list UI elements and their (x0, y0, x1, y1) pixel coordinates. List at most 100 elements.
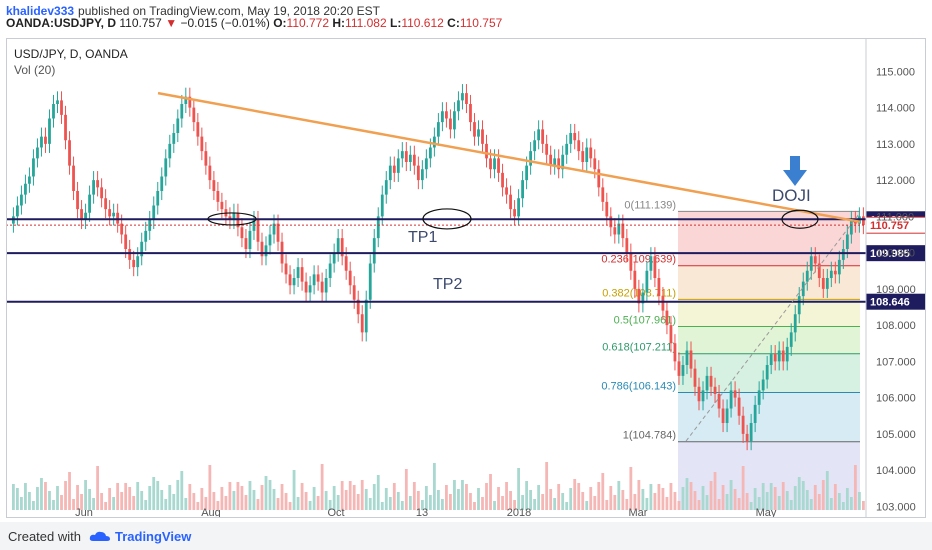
candle-body (657, 278, 661, 297)
volume-bar (517, 468, 520, 510)
candle-body (681, 365, 685, 376)
candle-body (176, 118, 180, 133)
candle-body (769, 354, 773, 365)
volume-bar (557, 484, 561, 510)
candle-body (749, 423, 753, 442)
volume-bar (192, 493, 196, 510)
candle-body (184, 96, 188, 104)
candle-body (745, 433, 749, 442)
y-tick-label: 103.000 (876, 501, 916, 513)
volume-bar (753, 488, 757, 510)
candle-body (240, 227, 244, 239)
fib-zone-0.382 (678, 299, 860, 327)
level-price-label: 108.646 (870, 297, 910, 309)
candle-body (509, 194, 512, 210)
volume-bar (553, 498, 557, 510)
y-tick-label: 112.000 (876, 175, 915, 187)
volume-bar (88, 489, 91, 510)
fib-label-0.786: 0.786(106.143) (601, 380, 676, 392)
volume-bar (713, 472, 717, 510)
candle-body (561, 154, 565, 170)
candle-body (420, 169, 424, 181)
candle-body (465, 93, 468, 104)
candle-body (485, 143, 488, 159)
candle-body (48, 118, 51, 144)
volume-bar (621, 490, 625, 510)
volume-bar (12, 484, 15, 510)
candle-body (489, 158, 492, 170)
volume-bar (625, 499, 629, 510)
candle-body (412, 154, 416, 166)
candle-body (100, 187, 104, 199)
volume-bar (717, 499, 721, 510)
y-tick-label: 105.000 (876, 429, 916, 441)
candle-body (144, 230, 148, 242)
volume-bar (44, 482, 47, 510)
volume-bar (861, 501, 865, 510)
chart-frame (6, 38, 926, 518)
candle-body (364, 299, 368, 333)
candle-body (553, 158, 557, 166)
tradingview-brand: TradingView (114, 528, 192, 544)
candle-body (461, 93, 464, 101)
volume-bar (649, 484, 653, 510)
volume-bar (829, 498, 833, 510)
candle-body (156, 191, 160, 206)
candle-body (713, 386, 717, 394)
symbol-label: OANDA:USDJPY, D (6, 16, 117, 30)
volume-bar (477, 488, 480, 510)
tp2-label: TP2 (433, 276, 463, 293)
high-label: H: (332, 16, 346, 30)
tradingview-logo[interactable]: TradingView (89, 529, 191, 544)
candle-body (793, 314, 797, 333)
volume-bar (521, 495, 524, 510)
volume-bar (204, 497, 208, 510)
created-with-text: Created with (8, 528, 81, 544)
fib-label-1: 1(104.784) (623, 430, 676, 442)
volume-bar (661, 488, 665, 510)
volume-bar (68, 472, 71, 510)
price-chart[interactable]: 0(111.139)0.236(109.639)0.382(108.711)0.… (6, 38, 926, 518)
volume-bar (340, 481, 344, 510)
volume-bar (360, 480, 364, 510)
volume-bar (781, 482, 785, 510)
candle-body (733, 390, 737, 398)
volume-bar (773, 487, 777, 510)
candle-body (380, 194, 384, 217)
candle-body (665, 310, 669, 326)
volume-bar (677, 501, 681, 510)
candle-body (541, 129, 545, 144)
arrow-down-icon (783, 156, 807, 186)
volume-bar (180, 471, 184, 510)
candle-body (689, 350, 693, 369)
volume-bar (757, 497, 761, 510)
candle-body (861, 216, 865, 226)
candle-body (308, 285, 312, 293)
y-tick-label: 115.000 (876, 66, 915, 78)
volume-bar (220, 487, 224, 510)
volume-bar (276, 498, 280, 510)
volume-bar (797, 477, 801, 510)
candle-body (192, 107, 196, 123)
volume-bar (685, 478, 689, 510)
candle-body (404, 151, 408, 162)
volume-bar (541, 494, 545, 510)
author-link[interactable]: khalidev333 (6, 4, 75, 18)
candle-body (481, 129, 484, 144)
volume-bar (665, 497, 669, 510)
volume-bar (505, 482, 508, 510)
candle-body (521, 180, 524, 199)
candle-body (392, 165, 396, 173)
y-tick-label: 111.000 (876, 211, 914, 223)
volume-bar (441, 499, 444, 510)
candle-body (501, 172, 504, 188)
candle-body (737, 397, 741, 416)
y-tick-label: 114.000 (876, 103, 915, 115)
legend-volume: Vol (20) (14, 63, 56, 77)
volume-bar (449, 494, 452, 510)
volume-bar (853, 465, 857, 510)
candle-body (228, 216, 232, 220)
volume-bar (549, 489, 553, 510)
volume-bar (152, 477, 156, 510)
volume-bar (76, 485, 79, 510)
